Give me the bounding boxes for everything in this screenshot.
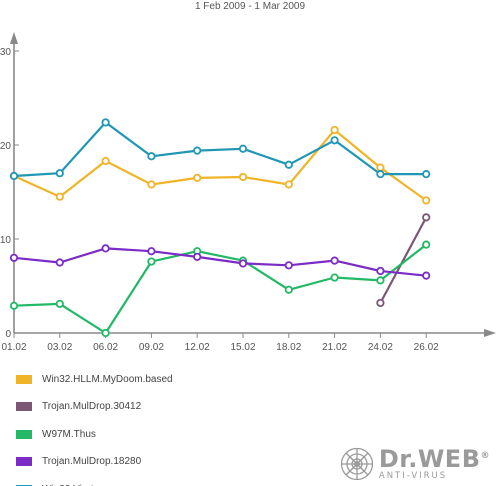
logo-subtitle: ANTI-VIRUS — [378, 471, 448, 482]
line-chart: 0 10 20 30 01.02 03.02 06.02 09.02 12.02 15.02 18.… — [0, 32, 496, 353]
data-point — [9, 171, 19, 181]
series-line — [379, 216, 428, 304]
data-point — [101, 118, 110, 127]
data-point — [238, 172, 248, 182]
legend-item: Trojan.MulDrop.18280 — [16, 452, 173, 472]
y-tick-label: 0 — [5, 329, 11, 340]
spider-icon — [340, 447, 374, 481]
legend-label: Trojan.MulDrop.30412 — [42, 401, 142, 412]
data-point — [55, 192, 64, 201]
data-point — [284, 180, 293, 189]
data-point — [376, 298, 385, 308]
legend: Win32.HLLM.MyDoom.based Trojan.MulDrop.30… — [16, 369, 173, 486]
legend-label: W97M.Thus — [42, 428, 96, 440]
series-line — [13, 243, 427, 335]
legend-swatch — [16, 374, 32, 384]
legend-label: Win32.HLLM.MyDoom.based — [42, 373, 173, 385]
data-point — [147, 180, 156, 189]
legend-label: Trojan.MulDrop.18280 — [42, 456, 142, 467]
legend-item: Trojan.MulDrop.30412 — [16, 397, 173, 417]
data-point — [284, 261, 293, 270]
data-point — [330, 136, 339, 145]
data-point — [330, 256, 339, 265]
data-point — [9, 253, 19, 262]
legend-item: Win32.HLLM.MyDoom.based — [16, 369, 173, 389]
data-point — [422, 271, 431, 280]
data-point — [376, 163, 385, 172]
data-point — [55, 299, 64, 308]
axes — [10, 32, 496, 338]
logo-name: Dr.WEB® — [378, 445, 490, 474]
x-tick-label: 09.02 — [139, 342, 164, 353]
data-point — [238, 144, 248, 153]
x-tick-label: 26.02 — [414, 342, 439, 353]
data-point — [238, 259, 248, 268]
legend-swatch — [16, 402, 32, 411]
data-point — [376, 276, 385, 285]
data-point — [147, 257, 156, 266]
x-tick-label: 12.02 — [185, 342, 210, 353]
x-tick-label: 24.02 — [368, 342, 393, 353]
series-points — [9, 118, 431, 338]
data-point — [284, 160, 293, 169]
legend-swatch — [16, 457, 32, 466]
data-point — [101, 328, 110, 338]
x-axis-arrow — [484, 329, 496, 337]
data-point — [101, 244, 110, 253]
legend-item: Win32.Virut — [16, 479, 173, 486]
data-point — [422, 240, 431, 249]
tick-labels: 0 10 20 30 01.02 03.02 06.02 09.02 12.02 15.02 18.… — [0, 47, 439, 353]
legend-swatch — [16, 429, 32, 439]
x-tick-label: 18.02 — [276, 342, 301, 353]
x-tick-label: 03.02 — [47, 342, 72, 353]
data-point — [422, 170, 431, 179]
data-point — [422, 196, 431, 205]
series-line — [13, 121, 427, 178]
drweb-logo: Dr.WEB® ANTI-VIRUS — [339, 446, 490, 482]
data-point — [330, 125, 339, 135]
legend-item: W97M.Thus — [16, 424, 173, 444]
data-point — [330, 273, 339, 282]
data-point — [9, 301, 19, 310]
x-tick-label: 15.02 — [230, 342, 255, 353]
y-tick-label: 30 — [0, 47, 11, 58]
data-point — [284, 285, 293, 294]
y-tick-label: 20 — [0, 141, 11, 152]
data-point — [193, 252, 202, 261]
series-line — [13, 128, 427, 202]
data-point — [422, 213, 431, 222]
x-tick-label: 21.02 — [322, 342, 347, 353]
series-lines — [13, 121, 428, 335]
data-point — [193, 146, 202, 155]
data-point — [147, 152, 156, 161]
data-point — [376, 170, 385, 179]
legend-label: Win32.Virut — [42, 484, 94, 486]
y-tick-label: 10 — [0, 235, 11, 246]
data-point — [193, 173, 202, 182]
data-point — [101, 156, 110, 166]
data-point — [147, 247, 156, 256]
chart-subtitle: 1 Feb 2009 - 1 Mar 2009 — [194, 1, 306, 12]
legend-swatch — [16, 484, 32, 486]
data-point — [376, 266, 385, 276]
data-point — [55, 169, 64, 178]
series-line — [13, 247, 427, 277]
data-point — [55, 258, 64, 267]
x-tick-label: 06.02 — [93, 342, 118, 353]
y-axis-arrow — [10, 32, 18, 44]
x-tick-label: 01.02 — [1, 342, 26, 353]
